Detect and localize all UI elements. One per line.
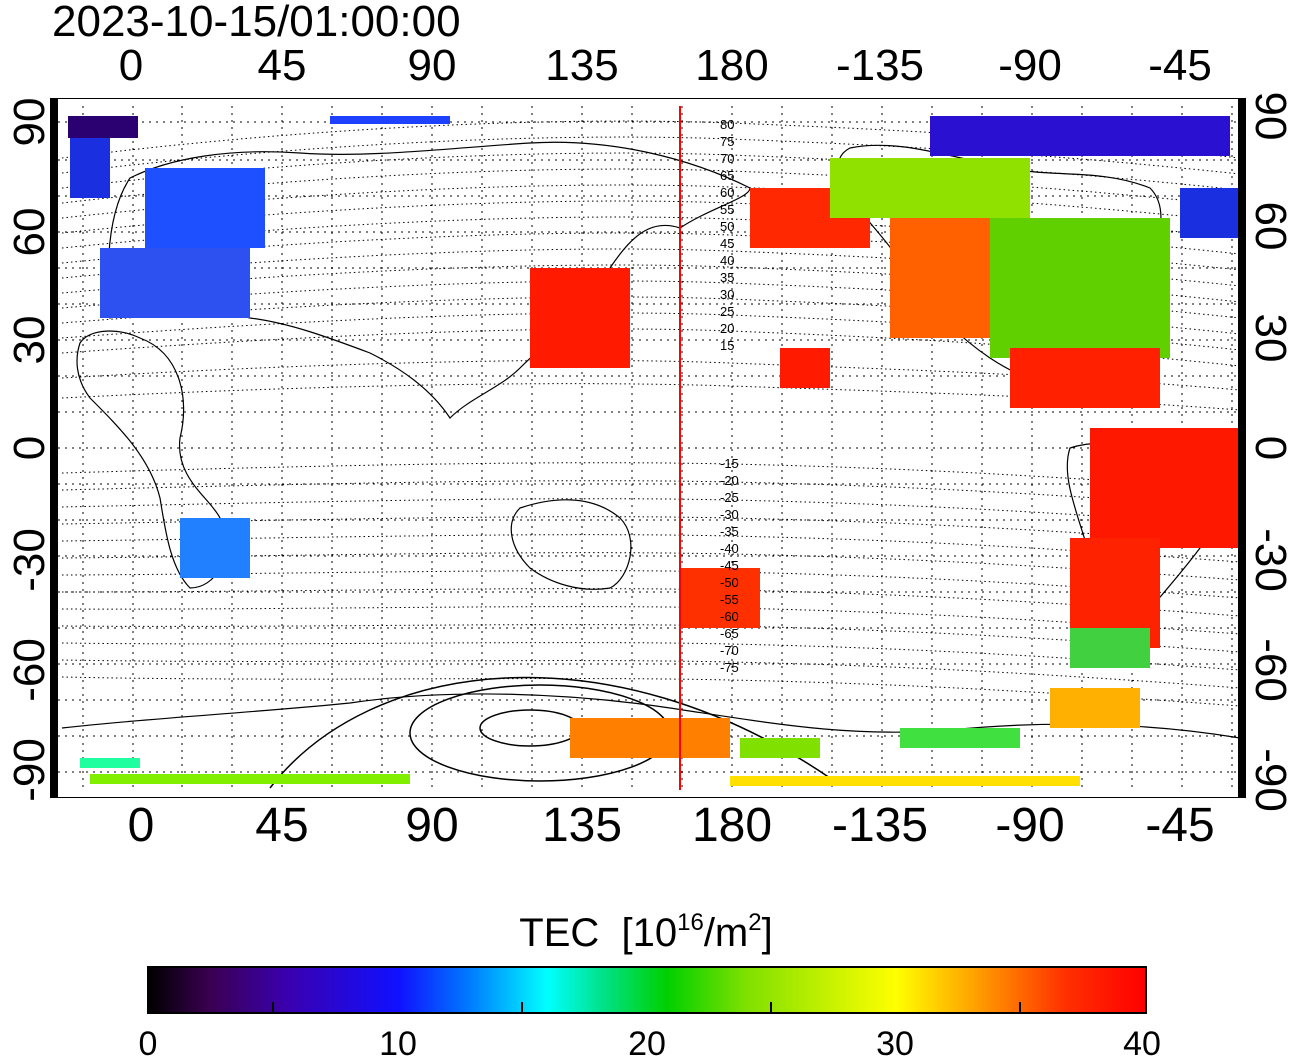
colorbar-unit-close: ] xyxy=(761,911,773,955)
contour-label: -65 xyxy=(720,626,739,641)
colorbar-minor-tick xyxy=(770,1002,772,1012)
contour-label: 75 xyxy=(720,134,735,149)
colorbar-unit-exponent: 16 xyxy=(677,909,704,936)
contour-label: 60 xyxy=(720,185,735,200)
contour-label: 35 xyxy=(720,270,735,285)
lat-label-left: 90 xyxy=(5,97,54,147)
top-lon-label: 45 xyxy=(257,41,307,90)
top-lon-label: -45 xyxy=(1148,41,1212,90)
contour-label-group: 80 75 70 65 60 55 50 45 40 35 30 25 20 1… xyxy=(720,116,734,354)
contour-label: 70 xyxy=(720,151,735,166)
contour-label: 45 xyxy=(720,236,735,251)
bottom-lon-label: 135 xyxy=(541,799,623,852)
lat-label-left: -90 xyxy=(5,738,54,802)
colorbar xyxy=(147,966,1147,1014)
contour-label: 80 xyxy=(720,117,735,132)
contour-label: 25 xyxy=(720,304,735,319)
colorbar-unit-mid: /m xyxy=(703,911,749,955)
colorbar-unit-base: [10 xyxy=(621,911,678,955)
colorbar-minor-tick xyxy=(521,1002,523,1012)
bottom-lon-label: 45 xyxy=(255,799,309,852)
contour-label: 40 xyxy=(720,253,735,268)
bottom-lon-label: 0 xyxy=(127,799,155,852)
lat-label-left: -60 xyxy=(5,638,54,702)
top-lon-label: 90 xyxy=(407,41,457,90)
contour-label: -55 xyxy=(720,592,739,607)
contour-label: 30 xyxy=(720,287,735,302)
top-lon-label: -90 xyxy=(998,41,1062,90)
contour-label: 50 xyxy=(720,219,735,234)
bottom-lon-label: -90 xyxy=(995,799,1065,852)
bottom-lon-label: 90 xyxy=(405,799,459,852)
colorbar-tick-label: 10 xyxy=(379,1025,417,1063)
colorbar-minor-tick xyxy=(1019,1002,1021,1012)
lat-label-right: -90 xyxy=(1246,748,1294,812)
contour-label: -20 xyxy=(720,473,739,488)
contour-label: 55 xyxy=(720,202,735,217)
colorbar-tick-label: 40 xyxy=(1123,1025,1161,1063)
lat-label-right: 60 xyxy=(1246,201,1294,251)
top-lon-label: -135 xyxy=(835,41,925,90)
contour-label: -50 xyxy=(720,575,739,590)
lat-label-right: -60 xyxy=(1246,638,1294,702)
contour-label: -70 xyxy=(720,643,739,658)
contour-label: 65 xyxy=(720,168,735,183)
tec-data-patches xyxy=(68,116,1240,786)
top-lon-label: 0 xyxy=(118,41,144,90)
bottom-lon-label: 180 xyxy=(691,799,773,852)
lat-label-left: 30 xyxy=(5,315,54,365)
lat-label-left: 60 xyxy=(5,207,54,257)
lat-label-left: 0 xyxy=(5,435,54,461)
contour-label: 20 xyxy=(720,321,735,336)
colorbar-tick-label: 0 xyxy=(138,1025,158,1063)
colorbar-title-text: TEC xyxy=(519,911,600,955)
lat-label-right: 90 xyxy=(1246,91,1294,141)
colorbar-title: TEC [1016/m2] xyxy=(519,898,772,958)
contour-label: -15 xyxy=(720,456,739,471)
contour-label: -40 xyxy=(720,541,739,556)
page-title: 2023-10-15/01:00:00 xyxy=(52,0,461,46)
contour-label: -35 xyxy=(720,524,739,539)
lat-label-right: -30 xyxy=(1246,528,1294,592)
lat-label-right: 30 xyxy=(1246,313,1294,363)
contour-label: -75 xyxy=(720,660,739,675)
lat-label-right: 0 xyxy=(1246,435,1294,461)
contour-label: -45 xyxy=(720,558,739,573)
tec-map xyxy=(50,98,1246,798)
contour-label-group: -15 -20 -25 -30 -35 -40 -45 -50 -55 -60 … xyxy=(720,455,739,676)
top-lon-label: 180 xyxy=(695,41,769,90)
contour-label: -25 xyxy=(720,490,739,505)
bottom-lon-label: -45 xyxy=(1145,799,1215,852)
colorbar-minor-tick xyxy=(272,1002,274,1012)
contour-label: -60 xyxy=(720,609,739,624)
colorbar-unit-exponent: 2 xyxy=(748,909,762,936)
top-lon-label: 135 xyxy=(545,41,619,90)
bottom-lon-label: -135 xyxy=(831,799,929,852)
tick-marks xyxy=(50,98,1246,798)
lat-label-left: -30 xyxy=(5,528,54,592)
colorbar-tick-label: 30 xyxy=(876,1025,914,1063)
contour-label: -30 xyxy=(720,507,739,522)
colorbar-tick-label: 20 xyxy=(628,1025,666,1063)
contour-label: 15 xyxy=(720,338,735,353)
